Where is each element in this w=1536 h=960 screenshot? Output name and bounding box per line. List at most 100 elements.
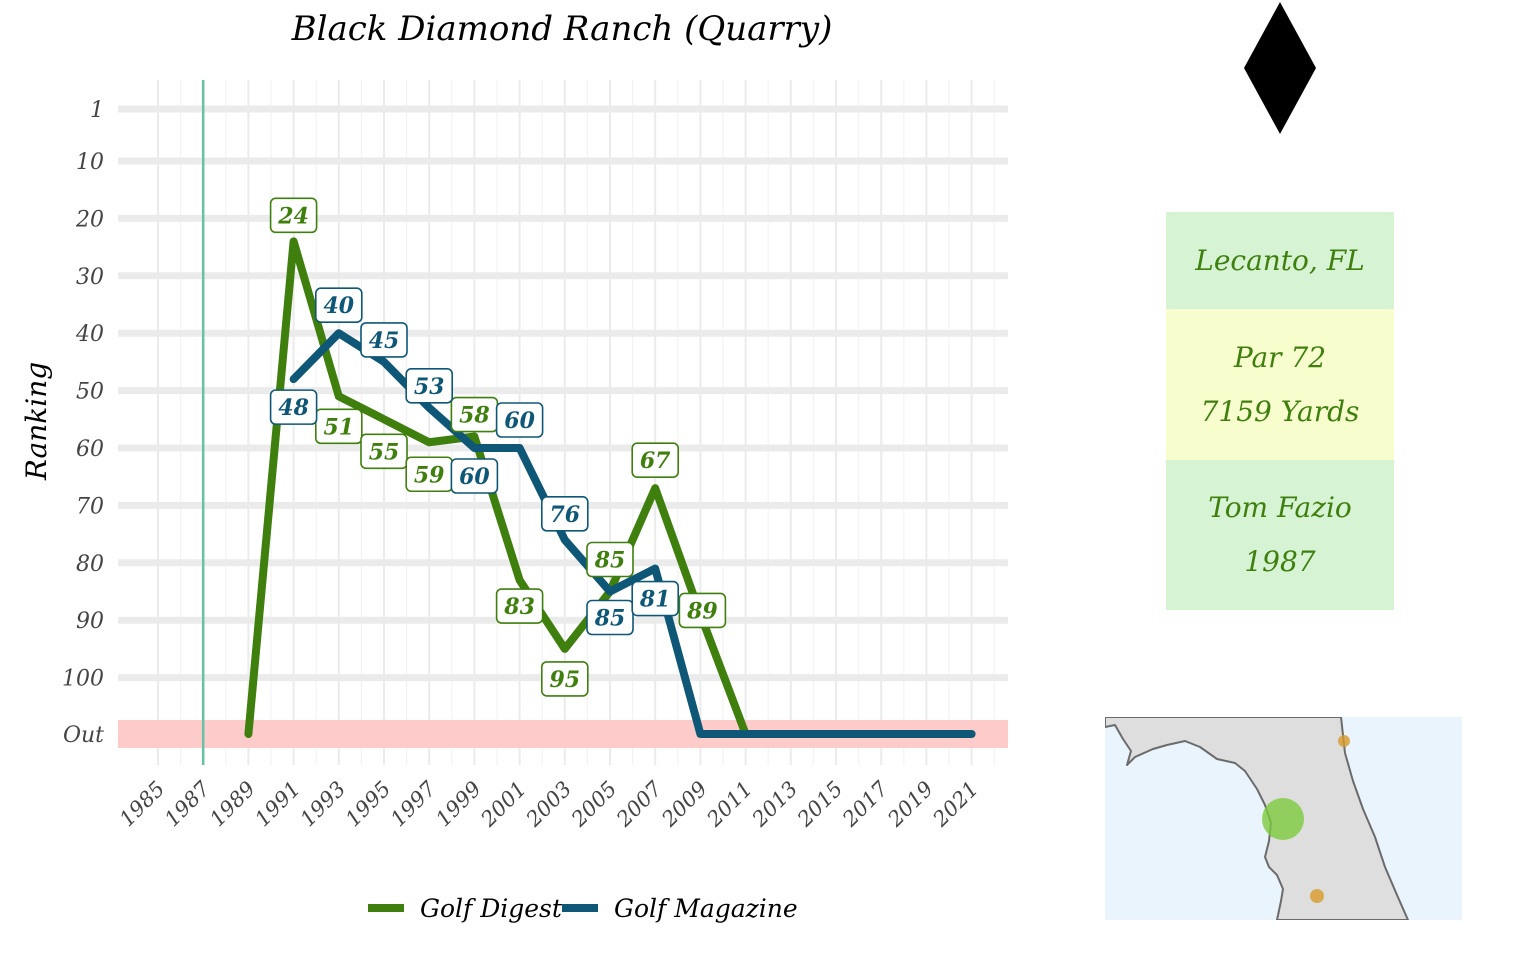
ranking-chart: Black Diamond Ranch (Quarry) Ranking 1 10… xyxy=(20,9,1008,923)
data-label-box xyxy=(269,197,318,234)
map-marker-course xyxy=(1262,798,1304,840)
y-tick-label: 1 xyxy=(90,98,104,123)
legend: Golf Digest Golf Magazine xyxy=(368,894,798,923)
legend-item: Golf Magazine xyxy=(562,894,798,923)
data-label: 48 xyxy=(269,389,318,425)
yards-text: 7159 Yards xyxy=(1200,394,1360,428)
data-label-text: 51 xyxy=(323,414,354,440)
x-tick-label: 1987 xyxy=(160,776,215,831)
data-label-text: 45 xyxy=(369,328,400,354)
data-label-text: 48 xyxy=(278,395,309,421)
data-label-box xyxy=(450,458,499,494)
data-label-text: 58 xyxy=(459,403,490,429)
florida-map xyxy=(1105,717,1462,920)
data-label: 89 xyxy=(678,592,727,629)
x-tick-label: 2015 xyxy=(792,777,847,832)
map-marker-other-south xyxy=(1310,889,1324,903)
data-label: 59 xyxy=(405,456,454,493)
series-line-golf-digest xyxy=(244,237,750,738)
data-label-text: 95 xyxy=(549,667,580,693)
data-label-text: 40 xyxy=(323,293,354,319)
data-label-box xyxy=(405,368,454,404)
data-label: 76 xyxy=(540,496,589,532)
map-marker-other-north xyxy=(1338,735,1350,747)
x-tick-label: 2007 xyxy=(611,776,667,832)
data-label-box xyxy=(314,408,363,445)
data-label: 45 xyxy=(360,322,408,358)
y-tick-label: 50 xyxy=(76,380,104,405)
y-tick-label: 30 xyxy=(76,265,104,290)
data-label: 67 xyxy=(631,442,680,478)
data-label-text: 60 xyxy=(459,464,490,490)
y-tick-label: 20 xyxy=(75,207,104,232)
x-tick-label: 2013 xyxy=(747,777,802,832)
data-label: 95 xyxy=(540,661,589,697)
x-tick-label: 1997 xyxy=(386,776,441,831)
y-tick-label: 80 xyxy=(76,552,104,577)
grid xyxy=(118,80,1008,765)
x-tick-label: 2005 xyxy=(566,777,621,832)
designer-card: Tom Fazio 1987 xyxy=(1166,460,1394,610)
black-diamond-icon xyxy=(1244,2,1316,134)
stats-card: Par 72 7159 Yards xyxy=(1166,309,1394,460)
map-land xyxy=(1105,717,1409,920)
x-tick-label: 1999 xyxy=(431,777,486,832)
data-label: 85 xyxy=(586,599,634,636)
data-label-text: 85 xyxy=(594,548,626,574)
chart-title: Black Diamond Ranch (Quarry) xyxy=(291,9,833,49)
data-label: 83 xyxy=(495,588,544,624)
x-tick-label: 1993 xyxy=(296,777,351,832)
data-label-text: 76 xyxy=(549,502,580,528)
legend-item: Golf Digest xyxy=(368,894,563,923)
data-label-box xyxy=(314,287,363,324)
x-tick-label: 1989 xyxy=(205,777,260,832)
data-label-box xyxy=(586,541,634,578)
data-label-box xyxy=(540,496,589,532)
data-label-text: 81 xyxy=(639,587,671,613)
x-tick-label: 2011 xyxy=(702,777,757,832)
data-label-text: 60 xyxy=(504,408,535,434)
data-label-box xyxy=(586,599,634,636)
x-tick-label: 2003 xyxy=(521,777,576,832)
legend-label: Golf Magazine xyxy=(614,894,798,923)
data-label-box xyxy=(631,580,680,617)
designer-text: Tom Fazio xyxy=(1208,491,1352,524)
data-label-box xyxy=(360,433,408,470)
data-label-box xyxy=(631,442,680,478)
data-label-box xyxy=(678,592,727,629)
data-label-text: 83 xyxy=(503,594,535,620)
y-tick-label: 100 xyxy=(62,667,104,692)
data-label-text: 89 xyxy=(686,598,718,624)
data-label-text: 24 xyxy=(277,203,309,229)
data-label-text: 67 xyxy=(640,448,671,474)
data-label-box xyxy=(495,588,544,624)
x-tick-label: 2001 xyxy=(476,777,531,832)
data-label-text: 53 xyxy=(414,374,445,400)
y-tick-label: 10 xyxy=(76,150,104,175)
data-label-text: 59 xyxy=(414,462,445,488)
data-label: 53 xyxy=(405,368,454,404)
x-tick-labels: 1985198719891991199319951997199920012003… xyxy=(115,776,983,832)
data-label-text: 55 xyxy=(369,439,400,465)
y-tick-label: 70 xyxy=(76,494,104,519)
data-label: 51 xyxy=(314,408,363,445)
y-tick-labels: 1 10 20 30 40 50 60 70 80 90 100 Out xyxy=(62,98,104,748)
data-label-box xyxy=(540,661,589,697)
x-tick-label: 1991 xyxy=(250,777,305,832)
data-label: 60 xyxy=(450,458,499,494)
y-tick-label: 40 xyxy=(75,322,104,347)
legend-label: Golf Digest xyxy=(420,894,563,923)
y-tick-label: 60 xyxy=(76,437,104,462)
x-tick-label: 2019 xyxy=(882,777,937,832)
x-tick-label: 1985 xyxy=(115,777,170,832)
data-label: 58 xyxy=(450,396,499,433)
x-tick-label: 2017 xyxy=(837,776,893,832)
data-label-text: 85 xyxy=(594,606,626,632)
x-tick-label: 2009 xyxy=(656,777,711,832)
data-label: 24 xyxy=(269,197,318,234)
x-tick-label: 1995 xyxy=(341,777,396,832)
y-tick-label: Out xyxy=(63,723,104,748)
designed-year-text: 1987 xyxy=(1244,545,1316,578)
data-label: 55 xyxy=(360,433,408,470)
par-text: Par 72 xyxy=(1233,340,1327,374)
